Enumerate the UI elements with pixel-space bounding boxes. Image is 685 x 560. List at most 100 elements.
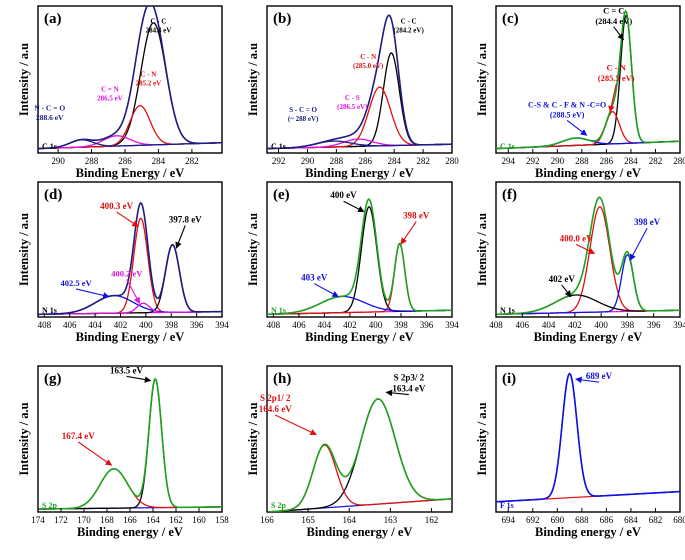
x-tick-label: 166 [123,515,137,525]
component-peak-1 [38,378,222,510]
peak-annotation-1: 400.0 eV [560,233,596,255]
curves [496,372,680,503]
peak-annotation-3: C-S & C - F & N -C=O(288.5 eV) [528,100,606,136]
x-tick-label: 692 [526,515,540,525]
core-level-label: S 2p [271,501,286,510]
annotation-text: (285.0 eV) [353,62,384,70]
panel-c: 294 292 290 288 286 284 282 280 Binding energy /… [475,5,685,180]
peak-annotation-4: S - C = O(~ 288 eV) [288,106,319,123]
annotation-text: 163.5 eV [110,365,143,375]
x-tick-label: 408 [489,320,503,330]
x-axis-ticks: 166 165 164 163 162 [260,508,438,525]
annotation-text: C - N [607,63,627,73]
panel-letter: (f) [502,187,517,203]
x-tick-label: 164 [146,515,160,525]
annotation-text: 400.3 eV [100,201,133,211]
peak-annotation-2: 167.4 eV [62,431,113,466]
x-tick-label: 402 [343,320,357,330]
x-axis-ticks: 292 290 288 286 284 282 280 [272,149,459,166]
panel-letter: (c) [502,11,519,27]
panel-f: 408 406 404 402 400 398 396 394 Binding Energy /… [475,181,685,344]
x-tick-label: 396 [190,320,204,330]
plot-frame [266,5,453,154]
core-level-label: C 1s [42,142,57,151]
core-level-label: C 1s [271,142,286,151]
curves [38,377,222,510]
plot-frame [266,365,453,513]
annotation-text: C - N [360,53,376,61]
annotation-text: (286.5 eV) [337,103,368,111]
annotation-arrow [274,414,317,436]
peak-annotation-2: 397.8 eV [169,215,202,249]
component-peak-4 [38,302,222,315]
x-tick-label: 406 [292,320,306,330]
x-tick-label: 162 [169,515,183,525]
x-tick-label: 284 [624,156,638,166]
x-tick-label: 282 [649,156,663,166]
x-tick-label: 396 [420,320,434,330]
x-axis-title: Binding Energy / eV [534,330,643,344]
peak-annotation-1: 400 eV [330,190,365,213]
envelope-line [38,377,222,510]
peak-annotation-3: 402 eV [549,274,575,298]
curves [267,398,452,512]
annotation-arrow [575,243,596,255]
x-tick-label: 288 [85,156,99,166]
x-tick-label: 172 [54,515,68,525]
annotation-text: 403 eV [301,273,328,283]
y-axis-title: Intensity / a.u [246,43,260,116]
x-tick-label: 284 [152,156,166,166]
annotation-arrow [116,211,139,228]
component-peak-1 [496,372,680,503]
x-tick-label: 398 [394,320,408,330]
core-level-label: N 1s [500,306,515,315]
x-tick-label: 404 [542,320,556,330]
x-tick-label: 174 [31,515,45,525]
component-peak-3 [38,135,222,150]
plot-frame [495,365,681,513]
peak-annotation-1: 689 eV [575,371,613,384]
component-peak-1 [496,15,680,150]
curves [267,14,452,150]
annotation-text: 288.6 eV [36,113,64,122]
annotation-arrow [608,84,617,113]
x-tick-label: 288 [575,156,589,166]
plot-frame [495,5,681,154]
x-tick-label: 162 [425,515,439,525]
x-axis-ticks: 408 406 404 402 400 398 396 394 [267,313,459,330]
y-axis-title: Intensity / a.u [17,213,31,286]
x-tick-label: 286 [600,156,614,166]
envelope-line [496,372,680,503]
panel-letter: (d) [44,187,62,203]
x-tick-label: 680 [673,515,685,525]
annotation-text: 284.4 eV [146,27,172,35]
annotation-text: 164.6 eV [259,404,292,414]
x-tick-label: 170 [77,515,91,525]
annotation-text: 689 eV [586,371,613,381]
peak-annotation-3: C - S(286.5 eV) [337,94,368,111]
y-axis-title: Intensity / a.u [246,402,260,475]
x-tick-label: 164 [342,515,356,525]
x-tick-label: 408 [267,320,281,330]
envelope-line [267,14,452,150]
peak-annotation-2: C - N(285.0 eV) [353,53,384,70]
peak-annotation-2: 398 eV [400,210,430,245]
x-tick-label: 288 [330,156,344,166]
x-tick-label: 163 [384,515,398,525]
x-tick-label: 404 [88,320,102,330]
component-peak-1 [38,22,222,150]
panel-letter: (i) [502,371,516,387]
peak-annotation-3: 400.2 eV [111,269,143,305]
envelope-line [496,196,680,316]
annotation-arrow [561,284,572,298]
panel-h: 166 165 164 163 162 Binding energy / eV Intens… [246,365,453,539]
plot-frame [37,181,223,318]
x-tick-label: 400 [139,320,153,330]
x-tick-label: 682 [649,515,663,525]
annotation-text: C-S & C - F & N -C=O [528,100,606,109]
x-axis-ticks: 694 692 690 688 686 684 682 680 [502,508,685,525]
x-tick-label: 282 [185,156,199,166]
